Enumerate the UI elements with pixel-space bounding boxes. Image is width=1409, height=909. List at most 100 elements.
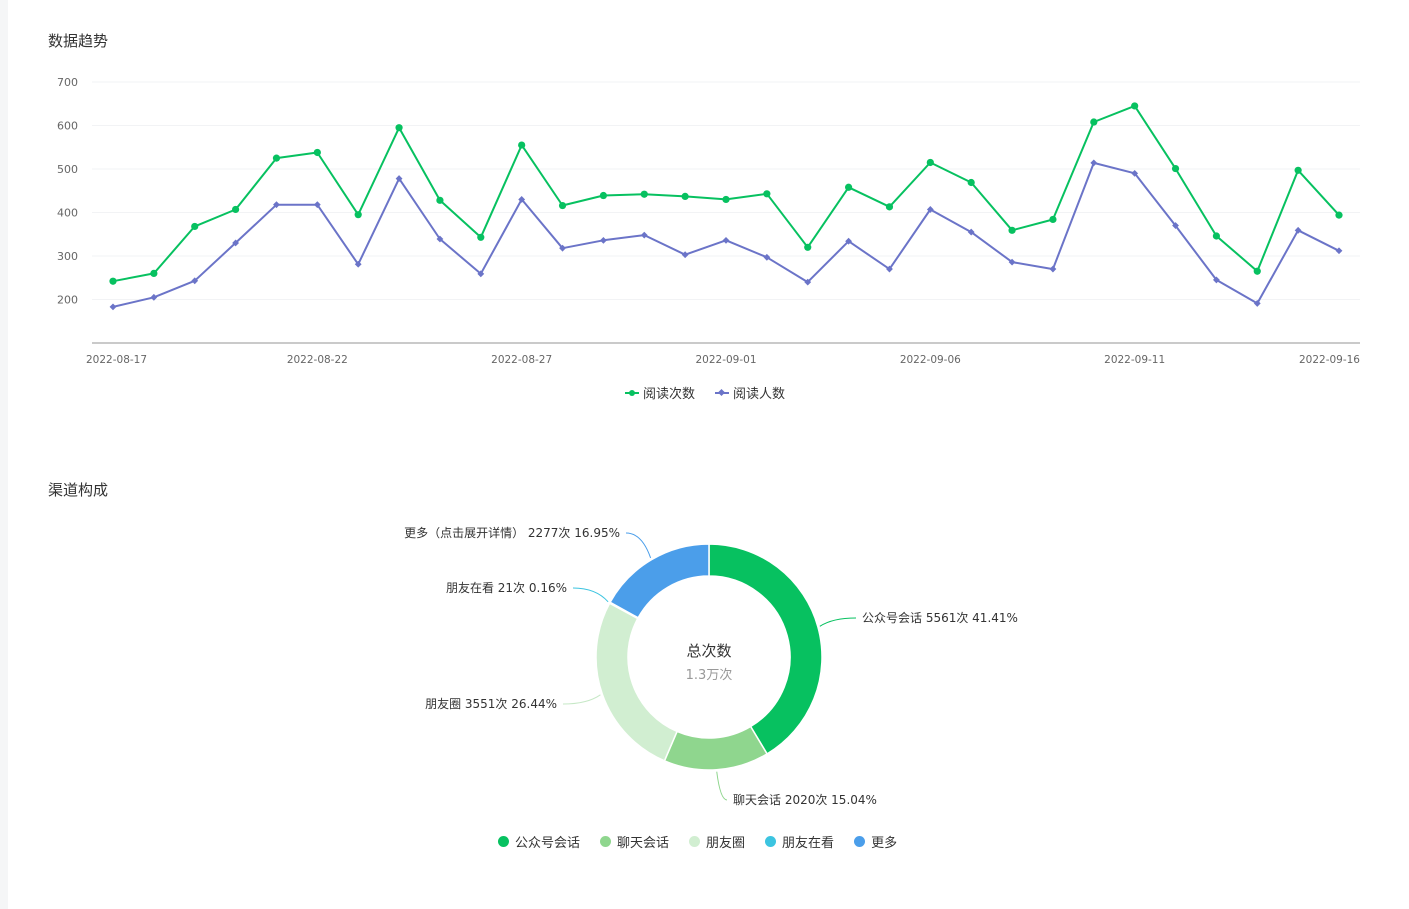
label-leader-line [562, 694, 601, 705]
legend-label-readers: 阅读人数 [733, 387, 786, 402]
data-point-readers[interactable] [1294, 226, 1302, 234]
legend-label-moments: 朋友圈 [706, 836, 746, 851]
data-point-readers[interactable] [477, 270, 485, 278]
data-point-readers[interactable] [845, 237, 852, 245]
data-point-readers[interactable] [1253, 300, 1261, 307]
data-point-readers[interactable] [1131, 169, 1139, 177]
data-point-readers[interactable] [1213, 276, 1220, 284]
data-point-reads[interactable] [477, 233, 485, 241]
series-line-0 [112, 104, 1340, 283]
legend-label-reads: 阅读次数 [643, 387, 696, 402]
donut-slice[interactable] [595, 602, 679, 762]
legend-item-chat[interactable]: 聊天会话 [600, 832, 669, 851]
legend-item-friends-watching[interactable]: 朋友在看 [765, 832, 834, 851]
data-point-reads[interactable] [1253, 267, 1261, 275]
slice-label: 朋友圈 3551次 26.44% [425, 697, 557, 711]
legend-label-friends-watching: 朋友在看 [782, 836, 835, 851]
data-point-reads[interactable] [1049, 215, 1057, 224]
data-point-reads[interactable] [436, 196, 444, 204]
data-point-readers[interactable] [967, 228, 975, 236]
data-point-readers[interactable] [559, 244, 566, 252]
data-point-readers[interactable] [1335, 247, 1343, 255]
data-point-reads[interactable] [804, 243, 812, 251]
y-tick-label: 300 [57, 250, 78, 263]
data-point-readers[interactable] [273, 201, 280, 209]
data-point-reads[interactable] [926, 158, 934, 167]
legend-label-official-chat: 公众号会话 [515, 836, 581, 851]
legend-label-chat: 聊天会话 [617, 836, 670, 851]
data-point-readers[interactable] [313, 201, 321, 209]
channel-donut-chart[interactable]: 公众号会话 5561次 41.41% 聊天会话 2020次 15.04% 朋友圈 3… [0, 500, 1409, 820]
donut-slice[interactable] [708, 543, 823, 755]
legend-item-readers[interactable]: 阅读人数 [715, 383, 785, 402]
data-point-reads[interactable] [1131, 102, 1139, 110]
data-point-readers[interactable] [436, 235, 444, 243]
data-point-readers[interactable] [1049, 265, 1057, 273]
legend-item-more[interactable]: 更多 [854, 832, 897, 851]
data-point-readers[interactable] [150, 293, 158, 301]
data-point-readers[interactable] [354, 260, 362, 268]
trend-line-chart[interactable]: 200 300 400 500 600 700 2022-08-17 2022-08-22 20… [0, 0, 1409, 380]
legend-item-moments[interactable]: 朋友圈 [689, 832, 745, 851]
data-point-reads[interactable] [681, 192, 689, 201]
data-point-readers[interactable] [886, 265, 893, 273]
circle-icon [600, 836, 612, 847]
data-point-readers[interactable] [1008, 258, 1016, 266]
data-point-reads[interactable] [1212, 232, 1220, 240]
data-point-reads[interactable] [191, 222, 199, 231]
data-point-readers[interactable] [722, 236, 730, 244]
donut-slice[interactable] [663, 725, 769, 771]
donut-slice[interactable] [609, 543, 710, 619]
data-point-reads[interactable] [1171, 164, 1180, 173]
x-tick-label: 2022-09-01 [695, 354, 756, 366]
data-point-reads[interactable] [763, 190, 771, 198]
y-tick-label: 400 [57, 207, 78, 220]
data-point-readers[interactable] [1090, 159, 1098, 167]
data-point-reads[interactable] [109, 277, 117, 285]
data-point-readers[interactable] [640, 231, 648, 239]
data-point-readers[interactable] [109, 303, 117, 311]
data-point-reads[interactable] [885, 203, 894, 211]
circle-icon [765, 836, 777, 847]
x-tick-label: 2022-09-06 [900, 354, 961, 366]
data-point-reads[interactable] [722, 195, 730, 204]
data-point-reads[interactable] [599, 191, 608, 200]
data-point-readers[interactable] [681, 251, 689, 259]
data-point-reads[interactable] [272, 154, 281, 162]
data-point-reads[interactable] [558, 201, 567, 210]
data-point-reads[interactable] [150, 269, 158, 277]
data-point-readers[interactable] [232, 239, 239, 247]
data-point-readers[interactable] [1172, 222, 1179, 229]
series-line-1 [112, 161, 1340, 308]
x-tick-label: 2022-08-17 [86, 354, 147, 366]
data-point-readers[interactable] [191, 277, 199, 285]
label-leader-line [625, 532, 652, 559]
data-point-reads[interactable] [354, 211, 362, 219]
data-point-reads[interactable] [518, 141, 526, 149]
data-point-reads[interactable] [1335, 211, 1343, 219]
label-leader-line [819, 617, 857, 627]
data-point-reads[interactable] [232, 205, 240, 214]
data-point-readers[interactable] [804, 278, 812, 286]
data-point-reads[interactable] [640, 190, 648, 198]
x-tick-label: 2022-09-11 [1104, 354, 1165, 366]
legend-item-official-chat[interactable]: 公众号会话 [498, 832, 580, 851]
data-point-reads[interactable] [1008, 226, 1016, 234]
legend-label-more: 更多 [871, 836, 898, 851]
slice-label: 公众号会话 5561次 41.41% [862, 611, 1018, 625]
data-point-readers[interactable] [763, 253, 771, 261]
data-point-reads[interactable] [395, 124, 403, 132]
data-point-readers[interactable] [926, 206, 934, 213]
page-left-border [0, 0, 8, 909]
data-point-reads[interactable] [845, 183, 853, 191]
data-point-reads[interactable] [1294, 166, 1302, 174]
data-point-readers[interactable] [395, 175, 403, 182]
data-point-reads[interactable] [967, 178, 975, 187]
data-point-reads[interactable] [1090, 118, 1098, 126]
y-tick-label: 600 [57, 120, 78, 133]
data-point-readers[interactable] [518, 196, 526, 203]
data-point-readers[interactable] [600, 236, 607, 244]
data-point-reads[interactable] [313, 148, 321, 157]
legend-item-reads[interactable]: 阅读次数 [625, 383, 695, 402]
line-circle-icon [625, 388, 639, 398]
